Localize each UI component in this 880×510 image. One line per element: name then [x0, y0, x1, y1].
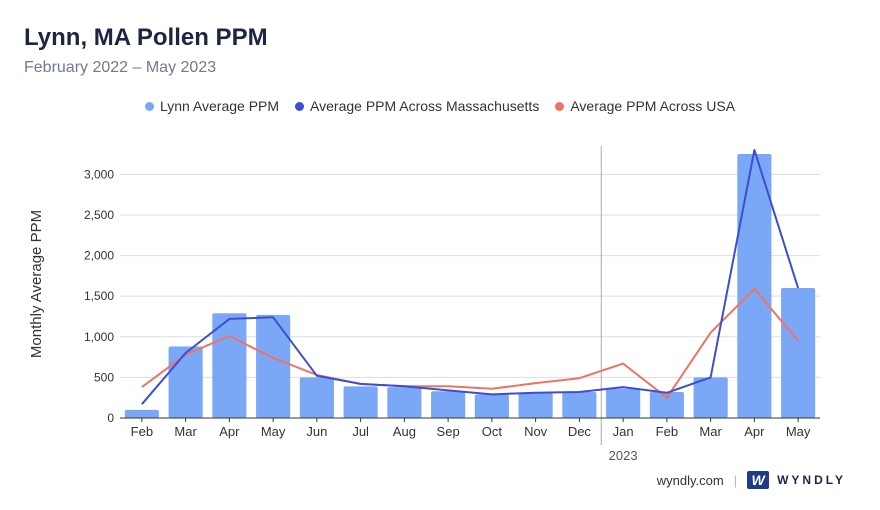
- bar-lynn: [299, 377, 334, 418]
- legend-label-usa: Average PPM Across USA: [570, 98, 736, 114]
- bar-lynn: [693, 377, 728, 418]
- x-tick-label: Sep: [437, 424, 460, 439]
- legend-swatch-usa: [555, 101, 565, 111]
- y-tick-label: 1,000: [84, 330, 114, 344]
- bar-lynn: [343, 386, 378, 418]
- bar-lynn: [649, 392, 684, 418]
- y-tick-label: 0: [107, 411, 114, 425]
- bar-lynn: [518, 392, 553, 418]
- legend-item-usa: Average PPM Across USA: [555, 98, 735, 114]
- x-tick-label: May: [261, 424, 286, 439]
- wyndly-logo-icon: W: [747, 471, 770, 489]
- bar-lynn: [168, 346, 203, 418]
- x-tick-label: Nov: [524, 424, 548, 439]
- line-usa-average: [141, 287, 799, 399]
- line-massachusetts-average: [141, 149, 800, 405]
- legend-swatch-massachusetts: [295, 101, 305, 111]
- x-tick-label: Feb: [656, 424, 678, 439]
- bar-lynn: [387, 387, 422, 418]
- x-tick-label: Apr: [219, 424, 240, 439]
- legend-swatch-lynn: [144, 101, 154, 111]
- x-tick-label: Feb: [131, 424, 153, 439]
- legend-label-massachusetts: Average PPM Across Massachusetts: [310, 98, 540, 114]
- bar-lynn: [474, 394, 509, 418]
- bar-lynn: [431, 391, 466, 418]
- y-tick-label: 2,000: [84, 249, 114, 263]
- x-tick-label: Mar: [699, 424, 722, 439]
- x-tick-label: Mar: [174, 424, 197, 439]
- x-tick-label: Jan: [613, 424, 634, 439]
- chart-title: Lynn, MA Pollen PPM: [24, 24, 268, 51]
- footer-separator: |: [733, 472, 738, 488]
- bar-lynn: [737, 154, 772, 418]
- legend-item-lynn: Lynn Average PPM: [144, 98, 280, 114]
- brand-logo: W WYNDLY: [747, 471, 846, 489]
- bar-lynn: [781, 288, 816, 418]
- x-tick-label: Dec: [568, 424, 592, 439]
- bar-lynn: [124, 409, 159, 418]
- bar-lynn: [562, 392, 597, 418]
- x-tick-label: Oct: [482, 424, 503, 439]
- bar-lynn: [256, 314, 291, 418]
- x-tick-label: May: [786, 424, 811, 439]
- footer: wyndly.com | W WYNDLY: [657, 471, 846, 489]
- chart-subtitle: February 2022 – May 2023: [24, 59, 217, 76]
- y-tick-label: 1,500: [84, 289, 114, 303]
- x-tick-label: Apr: [744, 424, 765, 439]
- x-tick-label: Jul: [352, 424, 369, 439]
- x-tick-label: Jun: [306, 424, 327, 439]
- y-axis-title: Monthly Average PPM: [28, 210, 45, 358]
- legend-item-massachusetts: Average PPM Across Massachusetts: [295, 98, 539, 114]
- y-tick-label: 2,500: [84, 208, 114, 222]
- y-tick-label: 3,000: [84, 167, 114, 181]
- brand-name: WYNDLY: [777, 473, 846, 487]
- footer-site-link[interactable]: wyndly.com: [656, 472, 724, 488]
- legend-label-lynn: Lynn Average PPM: [159, 98, 280, 114]
- x-tick-label: Aug: [393, 424, 416, 439]
- bar-lynn: [606, 388, 641, 418]
- year-divider-label: 2023: [609, 448, 638, 463]
- y-tick-label: 500: [94, 370, 114, 384]
- chart-legend: Lynn Average PPM Average PPM Across Mass…: [0, 98, 880, 114]
